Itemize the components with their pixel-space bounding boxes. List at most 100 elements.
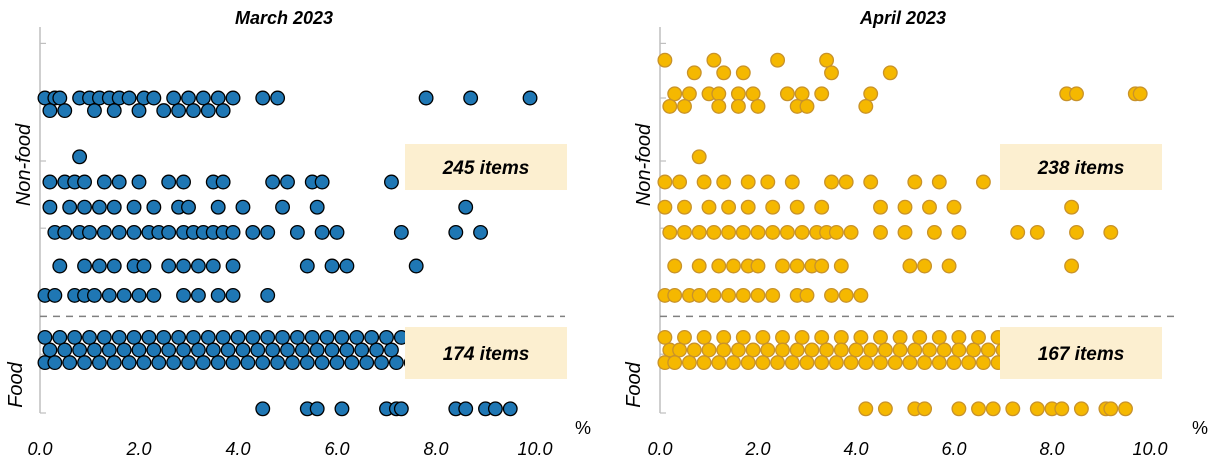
data-point-food — [696, 355, 712, 371]
data-point-non-food — [77, 174, 93, 190]
data-point-non-food — [657, 174, 673, 190]
data-point-non-food — [667, 258, 683, 274]
data-point-food — [339, 342, 355, 358]
data-point-non-food — [384, 174, 399, 190]
data-point-food — [52, 329, 68, 345]
chart-title: April 2023 — [859, 8, 946, 28]
data-point-food — [902, 355, 918, 371]
data-point-non-food — [225, 224, 241, 240]
data-point-food — [760, 342, 776, 358]
data-point-non-food — [779, 86, 795, 102]
data-point-food — [195, 355, 211, 371]
data-point-non-food — [473, 224, 489, 240]
data-point-food — [789, 342, 805, 358]
data-point-food — [374, 355, 390, 371]
data-point-non-food — [794, 86, 810, 102]
data-point-food — [344, 355, 360, 371]
group-label-food: Food — [5, 361, 27, 407]
data-point-food — [250, 342, 266, 358]
data-point-non-food — [750, 258, 766, 274]
data-point-food — [843, 355, 859, 371]
data-point-food — [716, 342, 732, 358]
x-unit-label: % — [575, 418, 591, 438]
data-point-non-food — [716, 65, 732, 81]
data-point-non-food — [726, 258, 741, 274]
data-point-non-food — [96, 174, 112, 190]
data-point-non-food — [42, 103, 58, 119]
data-point-food — [111, 329, 127, 345]
data-point-food — [735, 329, 751, 345]
data-point-non-food — [126, 199, 142, 215]
data-point-food — [126, 329, 142, 345]
data-point-food — [971, 401, 986, 417]
data-point-food — [853, 329, 869, 345]
data-point-food — [819, 342, 835, 358]
data-point-non-food — [667, 287, 683, 303]
data-point-non-food — [408, 258, 424, 274]
data-point-non-food — [838, 287, 854, 303]
data-point-food — [245, 329, 261, 345]
x-tick-label: 6.0 — [941, 439, 966, 459]
data-point-non-food — [730, 86, 746, 102]
data-point-non-food — [897, 224, 913, 240]
data-point-food — [686, 342, 702, 358]
data-point-food — [951, 342, 967, 358]
data-point-food — [877, 401, 893, 417]
data-point-non-food — [171, 103, 187, 119]
data-point-food — [260, 329, 276, 345]
data-point-non-food — [176, 258, 192, 274]
data-point-food — [369, 342, 385, 358]
data-point-non-food — [667, 86, 683, 102]
data-point-food — [96, 329, 112, 345]
data-point-food — [892, 342, 908, 358]
data-point-non-food — [329, 224, 345, 240]
data-point-non-food — [106, 103, 122, 119]
data-point-food — [931, 355, 947, 371]
data-point-non-food — [1029, 224, 1045, 240]
data-point-non-food — [77, 258, 93, 274]
data-point-non-food — [86, 103, 102, 119]
data-point-non-food — [750, 98, 766, 114]
data-point-non-food — [314, 174, 330, 190]
data-point-food — [799, 355, 815, 371]
scatter-points — [37, 90, 538, 417]
data-point-non-food — [1064, 199, 1080, 215]
data-point-food — [334, 401, 350, 417]
data-point-non-food — [1132, 86, 1148, 102]
data-point-non-food — [922, 199, 937, 215]
data-point-non-food — [121, 90, 137, 106]
x-tick-label: 4.0 — [843, 439, 868, 459]
data-point-food — [1073, 401, 1089, 417]
non-food-count-label: 245 items — [442, 158, 530, 179]
data-point-food — [176, 342, 192, 358]
data-point-food — [858, 355, 874, 371]
data-point-food — [814, 355, 830, 371]
data-point-food — [136, 355, 152, 371]
data-point-non-food — [740, 199, 756, 215]
data-point-food — [181, 355, 196, 371]
data-point-food — [131, 342, 147, 358]
data-point-non-food — [111, 224, 127, 240]
data-point-food — [364, 329, 380, 345]
data-point-food — [67, 329, 83, 345]
data-point-non-food — [448, 224, 464, 240]
data-point-food — [161, 342, 177, 358]
data-point-food — [1029, 401, 1045, 417]
data-point-food — [833, 329, 849, 345]
data-point-food — [314, 355, 330, 371]
data-point-non-food — [42, 174, 58, 190]
data-point-non-food — [116, 287, 132, 303]
group-label-food: Food — [623, 361, 645, 407]
data-point-non-food — [314, 224, 330, 240]
data-point-food — [72, 342, 88, 358]
data-point-non-food — [951, 224, 967, 240]
data-point-food — [873, 329, 888, 345]
data-point-non-food — [106, 199, 122, 215]
data-point-food — [946, 355, 962, 371]
data-point-non-food — [828, 224, 844, 240]
data-point-non-food — [106, 258, 122, 274]
data-point-food — [235, 342, 251, 358]
data-point-non-food — [72, 149, 88, 165]
data-point-food — [205, 342, 221, 358]
data-point-non-food — [735, 224, 751, 240]
